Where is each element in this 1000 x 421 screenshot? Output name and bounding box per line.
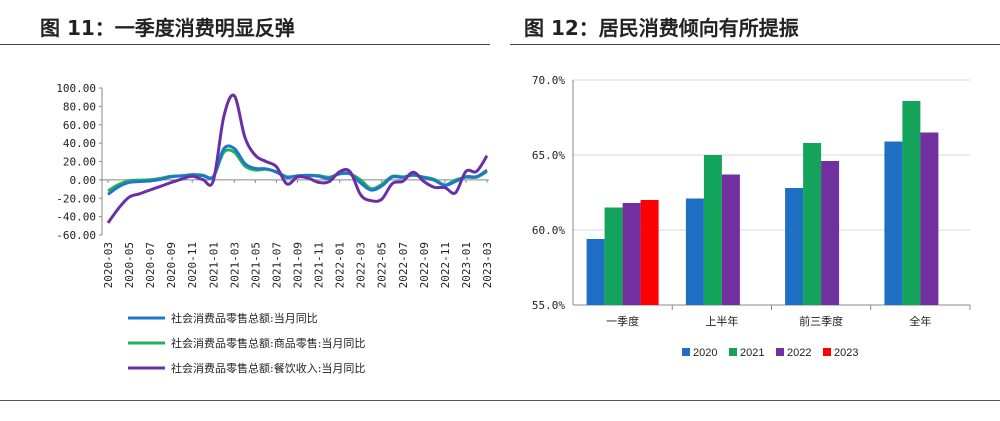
line-chart: 100.00 80.00 60.00 40.00 20.00 0.00 -20.00 -40.… [56,82,494,375]
legend-label-2023: 2023 [834,347,858,359]
x-tick-label: 2020-07 [144,242,157,288]
bar-2021 [604,207,623,305]
left-figure-title: 图 11：一季度消费明显反弹 [40,16,295,40]
x-tick-label: 2021-01 [207,242,220,288]
y-tick-label: 55.0% [532,299,565,312]
x-tick-label: 2020-03 [102,242,115,288]
y-tick-label: 40.00 [63,137,96,150]
right-title-divider [510,44,1000,45]
x-tick-label: 2022-07 [397,242,410,288]
bar-2020 [884,141,903,305]
x-tick-label: 2022-05 [376,242,389,288]
legend-swatch-2020 [682,348,690,356]
x-tick-label: 2023-01 [460,242,473,288]
legend-label: 社会消费品零售总额:当月同比 [171,311,318,325]
x-tick-label: 2022-01 [334,242,347,288]
bar-2022 [821,161,840,305]
y-tick-label: 65.0% [532,149,565,162]
y-tick-label: 60.00 [63,119,96,132]
legend-swatch-2022 [776,348,784,356]
bar-2021 [703,155,722,305]
legend-swatch-2021 [729,348,737,356]
y-tick-label: 60.0% [532,224,565,237]
x-tick-label: 全年 [909,314,931,328]
y-tick-label: -20.00 [56,192,96,205]
x-tick-label: 2021-05 [249,242,262,288]
bar-2020 [685,198,704,305]
x-tick-label: 2022-11 [439,242,452,288]
y-tick-label: 100.00 [56,82,96,95]
x-tick-label: 2023-03 [481,242,494,288]
y-tick-label: 20.00 [63,156,96,169]
bar-2021 [902,101,921,305]
x-tick-label: 2022-03 [355,242,368,288]
y-tick-label: -60.00 [56,229,96,242]
x-tick-label: 2020-11 [186,242,199,288]
legend-label: 社会消费品零售总额:商品零售:当月同比 [171,336,365,350]
bar-2023 [640,200,659,305]
legend-label-2021: 2021 [740,347,764,359]
x-tick-label: 2021-09 [292,242,305,288]
y-tick-label: 80.00 [63,100,96,113]
bar-2022 [721,174,740,305]
x-tick-label: 2021-11 [313,242,326,288]
x-tick-label: 2021-07 [270,242,283,288]
x-tick-label: 2021-03 [228,242,241,288]
x-tick-label: 前三季度 [799,314,843,328]
bar-2021 [803,143,822,305]
x-tick-label: 2020-09 [165,242,178,288]
legend-label: 社会消费品零售总额:餐饮收入:当月同比 [171,361,365,375]
bar-2022 [622,203,641,305]
bottom-divider [0,400,1000,401]
left-title-divider [0,44,490,45]
right-figure: 图 12：居民消费倾向有所提振 [510,0,1000,421]
x-tick-label: 上半年 [705,314,738,328]
left-figure: 图 11：一季度消费明显反弹 [0,0,490,421]
x-tick-label: 一季度 [606,314,639,328]
y-tick-label: 0.00 [70,174,97,187]
legend-label-2020: 2020 [693,347,717,359]
x-tick-label: 2022-09 [418,242,431,288]
y-tick-label: -40.00 [56,211,96,224]
y-tick-label: 70.0% [532,74,565,87]
bar-2022 [920,132,939,305]
series-line-catering [106,93,489,224]
legend-swatch-2023 [823,348,831,356]
bar-2020 [785,188,804,305]
bar-2020 [586,239,605,305]
x-tick-label: 2020-05 [123,242,136,288]
right-figure-title: 图 12：居民消费倾向有所提振 [524,16,799,40]
legend-label-2022: 2022 [787,347,811,359]
